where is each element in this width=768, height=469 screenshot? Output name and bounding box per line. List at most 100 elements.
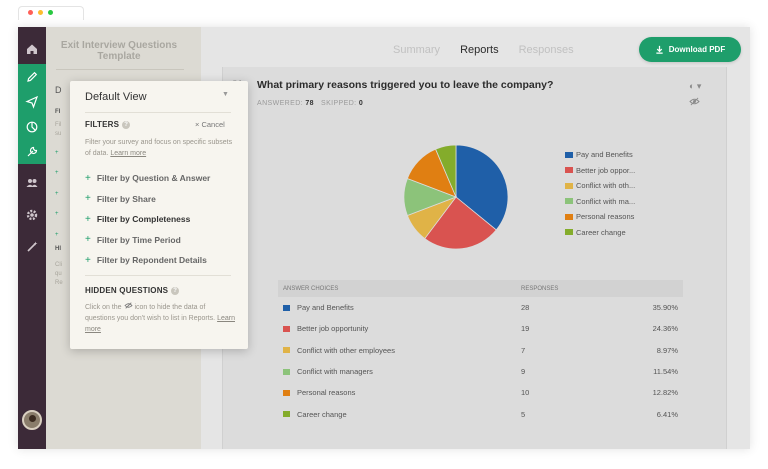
hide-eye-icon <box>123 302 133 309</box>
pencil-icon[interactable] <box>18 64 46 89</box>
filter-view-popup: Default View ▼ FILTERS ? × Cancel Filter… <box>70 81 248 349</box>
filter-item[interactable]: + Filter by Repondent Details <box>85 250 210 271</box>
icon-sidebar <box>18 27 46 449</box>
choice-swatch <box>283 389 290 396</box>
responses-cell: 10 <box>521 388 530 398</box>
divider <box>56 69 184 70</box>
col-header-responses: RESPONSES <box>521 285 559 292</box>
legend-item: Better job oppor... <box>565 163 635 179</box>
choice-label: Conflict with other employees <box>297 345 395 355</box>
plus-icon: + <box>85 254 91 266</box>
panel-fragment: su <box>55 131 62 137</box>
question-title: What primary reasons triggered you to le… <box>257 79 554 91</box>
legend-swatch <box>565 151 573 158</box>
chart-legend: Pay and Benefits Better job oppor... Confl… <box>565 147 635 240</box>
panel-fragment: + <box>55 211 59 217</box>
filter-item[interactable]: + Filter by Completeness <box>85 209 210 230</box>
pie-slice[interactable] <box>455 144 509 231</box>
people-icon[interactable] <box>18 170 46 195</box>
wrench-icon[interactable] <box>18 139 46 164</box>
legend-item: Career change <box>565 225 635 241</box>
tab-reports[interactable]: Reports <box>460 44 499 69</box>
filter-label: Filter by Time Period <box>96 234 181 245</box>
responses-cell: 7 <box>521 345 526 355</box>
legend-item: Personal reasons <box>565 209 635 225</box>
chart-type-icon[interactable]: ◐ ▾ <box>689 81 702 91</box>
table-header: ANSWER CHOICES RESPONSES <box>278 280 683 297</box>
help-icon[interactable]: ? <box>171 286 180 295</box>
choice-label: Conflict with managers <box>297 367 373 377</box>
filter-label: Filter by Completeness <box>96 214 191 225</box>
percent-cell: 8.97% <box>656 345 678 355</box>
filters-description-text: Filter your survey and focus on specific… <box>85 139 233 157</box>
hide-eye-icon[interactable] <box>689 97 700 108</box>
panel-fragment: D <box>55 85 62 95</box>
cancel-button[interactable]: × Cancel <box>195 120 225 129</box>
table-row: Pay and Benefits 28 35.90% <box>278 297 683 318</box>
responses-cell: 9 <box>521 367 526 377</box>
choice-swatch <box>283 304 290 311</box>
panel-fragment: + <box>55 232 59 238</box>
view-selector[interactable]: Default View <box>85 91 147 103</box>
download-pdf-label: Download PDF <box>668 45 726 54</box>
download-icon <box>656 45 663 54</box>
hidden-heading-text: HIDDEN QUESTIONS <box>85 286 169 295</box>
responses-cell: 5 <box>521 409 526 419</box>
filter-item[interactable]: + Filter by Time Period <box>85 230 210 251</box>
magic-wand-icon[interactable] <box>18 234 46 259</box>
hidden-questions-heading: HIDDEN QUESTIONS ? <box>85 286 180 295</box>
answered-count: 78 <box>305 100 314 107</box>
maximize-dot[interactable] <box>48 10 53 15</box>
choice-cell: Pay and Benefits <box>278 303 521 312</box>
table-body: Pay and Benefits 28 35.90% Better job oppor… <box>278 297 683 425</box>
filter-item[interactable]: + Filter by Share <box>85 189 210 210</box>
legend-item: Conflict with oth... <box>565 178 635 194</box>
question-stats: ANSWERED: 78 SKIPPED: 0 <box>257 100 363 107</box>
panel-fragment: + <box>55 170 59 176</box>
filter-label: Filter by Share <box>96 193 156 204</box>
filter-list: + Filter by Question & Answer + Filter by S… <box>85 168 210 271</box>
home-icon[interactable] <box>18 36 46 61</box>
tab-responses[interactable]: Responses <box>518 44 574 56</box>
choice-cell: Conflict with managers <box>278 367 521 376</box>
legend-label: Conflict with ma... <box>576 196 636 206</box>
panel-fragment: FI <box>55 109 61 115</box>
answered-label: ANSWERED: <box>257 100 303 107</box>
send-icon[interactable] <box>18 89 46 114</box>
survey-title: Exit Interview Questions Template <box>60 40 178 62</box>
learn-more-link[interactable]: Learn more <box>110 150 147 157</box>
pie-slice[interactable] <box>424 196 497 250</box>
question-card: 01 What primary reasons triggered you to… <box>222 67 727 449</box>
divider <box>85 112 231 113</box>
analytics-icon[interactable] <box>18 114 46 139</box>
filters-description: Filter your survey and focus on specific… <box>85 137 235 159</box>
legend-swatch <box>565 198 573 205</box>
percent-cell: 11.54% <box>653 367 678 377</box>
app-window: Exit Interview Questions Template D FI F… <box>18 27 750 449</box>
table-row: Better job opportunity 19 24.36% <box>278 318 683 339</box>
chevron-down-icon[interactable]: ▼ <box>222 91 229 98</box>
pie-slice[interactable] <box>435 144 457 198</box>
panel-fragment: Re <box>55 280 63 286</box>
avatar[interactable] <box>22 410 42 430</box>
choice-swatch <box>283 325 290 332</box>
legend-label: Personal reasons <box>576 212 635 222</box>
close-dot[interactable] <box>28 10 33 15</box>
pie-chart <box>403 144 509 250</box>
learn-more-link[interactable]: Learn more <box>85 315 235 333</box>
help-icon[interactable]: ? <box>122 120 131 129</box>
legend-label: Better job oppor... <box>576 165 636 175</box>
main-content: Summary Reports Responses Download PDF 0… <box>201 27 750 449</box>
minimize-dot[interactable] <box>38 10 43 15</box>
filter-item[interactable]: + Filter by Question & Answer <box>85 168 210 189</box>
choice-cell: Personal reasons <box>278 388 521 397</box>
gear-icon[interactable] <box>18 202 46 227</box>
legend-swatch <box>565 182 573 189</box>
plus-icon: + <box>85 234 91 246</box>
plus-icon: + <box>85 172 91 184</box>
choice-label: Career change <box>297 409 347 419</box>
tab-summary[interactable]: Summary <box>393 44 441 56</box>
choice-swatch <box>283 411 290 418</box>
table-row: Conflict with other employees 7 8.97% <box>278 340 683 361</box>
download-pdf-button[interactable]: Download PDF <box>639 37 741 62</box>
